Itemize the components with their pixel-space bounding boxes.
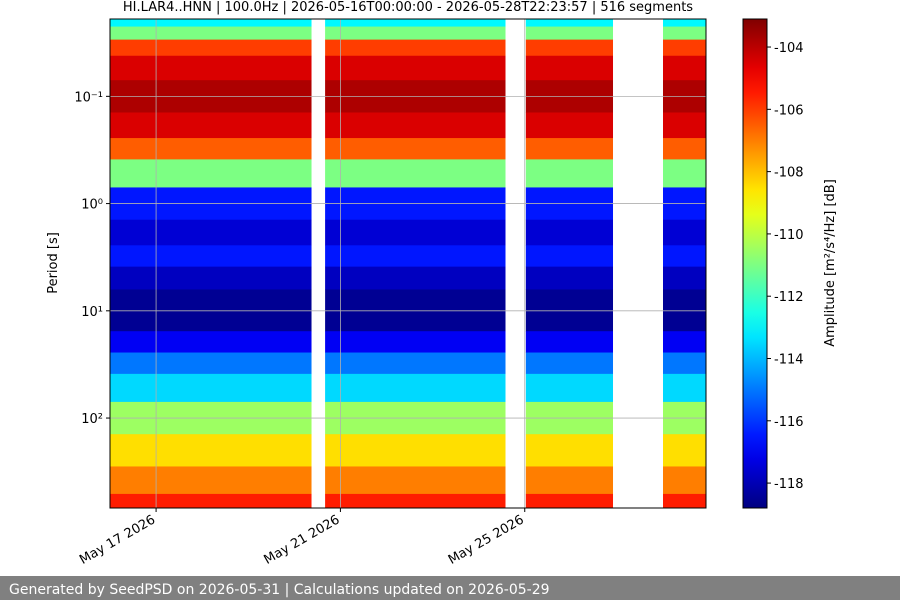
spectrogram-cell: [525, 309, 614, 332]
footer: Generated by SeedPSD on 2026-05-31 | Cal…: [9, 582, 550, 598]
spectrogram-cell: [525, 26, 614, 41]
chart-title: HI.LAR4..HNN | 100.0Hz | 2026-05-16T00:0…: [123, 0, 693, 15]
data-gap: [505, 19, 526, 508]
colorbar-tick-label: -116: [774, 415, 804, 430]
spectrogram-cell: [110, 266, 312, 290]
spectrogram-cell: [325, 159, 506, 188]
spectrogram-cell: [662, 493, 706, 509]
spectrogram-cell: [662, 245, 706, 268]
spectrogram-cell: [525, 219, 614, 246]
colorbar-tick-label: -112: [774, 290, 804, 305]
colorbar-tick-label: -104: [774, 41, 804, 56]
y-tick-label: 10⁰: [81, 198, 103, 213]
spectrogram-cell: [525, 55, 614, 81]
spectrogram-cell: [325, 466, 506, 495]
spectrogram-cell: [662, 352, 706, 375]
spectrogram-cell: [110, 26, 312, 41]
spectrogram-cell: [110, 19, 312, 28]
spectrogram-cell: [325, 112, 506, 139]
spectrogram-cell: [662, 434, 706, 467]
spectrogram-cell: [525, 39, 614, 57]
spectrogram-cell: [110, 352, 312, 375]
spectrogram-cell: [525, 466, 614, 495]
spectrogram-cell: [325, 434, 506, 467]
y-tick-label: 10⁻¹: [74, 90, 103, 105]
spectrogram-cell: [110, 373, 312, 403]
spectrogram-cell: [325, 55, 506, 81]
spectrogram-cell: [325, 493, 506, 509]
spectrogram-cell: [325, 26, 506, 41]
spectrogram-cell: [325, 19, 506, 28]
spectrogram-cell: [325, 289, 506, 311]
spectrogram-cell: [110, 434, 312, 467]
spectrogram-cell: [525, 112, 614, 139]
footer-bar: [0, 576, 900, 600]
spectrogram-cell: [325, 39, 506, 57]
spectrogram-cell: [325, 266, 506, 290]
spectrogram-cell: [325, 138, 506, 160]
spectrogram-cell: [525, 245, 614, 268]
colorbar-tick-label: -110: [774, 228, 804, 243]
spectrogram-cell: [662, 55, 706, 81]
spectrogram-cell: [525, 266, 614, 290]
colorbar-label: Amplitude [m²/s⁴/Hz] [dB]: [823, 179, 838, 347]
data-gap: [311, 19, 326, 508]
spectrogram-cell: [325, 352, 506, 375]
spectrogram-cell: [110, 245, 312, 268]
spectrogram-cell: [525, 434, 614, 467]
spectrogram-cell: [525, 352, 614, 375]
y-tick-label: 10²: [81, 412, 103, 427]
spectrogram-cell: [525, 138, 614, 160]
spectrogram-cell: [110, 138, 312, 160]
spectrogram-cell: [662, 309, 706, 332]
colorbar-tick-label: -106: [774, 103, 804, 118]
spectrogram-cell: [110, 55, 312, 81]
data-gap: [613, 19, 663, 508]
spectrogram-cell: [662, 289, 706, 311]
spectrogram-cell: [662, 331, 706, 354]
spectrogram-cell: [110, 493, 312, 509]
x-tick-label: May 17 2026: [77, 512, 158, 567]
colorbar: [742, 18, 768, 509]
spectrogram-cell: [325, 219, 506, 246]
spectrogram-cell: [662, 373, 706, 403]
colorbar-tick-label: -108: [774, 166, 804, 181]
y-tick-label: 10¹: [81, 305, 103, 320]
y-axis-label: Period [s]: [46, 232, 61, 294]
spectrogram-cell: [525, 289, 614, 311]
spectrogram-cell: [110, 112, 312, 139]
spectrogram-cell: [525, 493, 614, 509]
spectrogram-cell: [662, 266, 706, 290]
spectrogram-cell: [325, 373, 506, 403]
spectrogram-cell: [110, 466, 312, 495]
spectrogram-cell: [110, 219, 312, 246]
spectrogram-cell: [525, 373, 614, 403]
spectrogram-cell: [525, 331, 614, 354]
spectrogram-cell: [662, 159, 706, 188]
spectrogram-cell: [662, 26, 706, 41]
colorbar-tick-label: -118: [774, 477, 804, 492]
spectrogram-cell: [325, 245, 506, 268]
spectrogram-cell: [662, 466, 706, 495]
spectrogram-cell: [525, 159, 614, 188]
x-tick-label: May 25 2026: [446, 512, 527, 567]
spectrogram-cell: [525, 19, 614, 28]
x-tick-label: May 21 2026: [261, 512, 342, 567]
spectrogram-cell: [110, 39, 312, 57]
spectrogram-cell: [662, 19, 706, 28]
spectrogram-cell: [662, 138, 706, 160]
spectrogram-cell: [110, 309, 312, 332]
spectrogram-cell: [325, 309, 506, 332]
spectrogram-cell: [110, 159, 312, 188]
spectrogram-cell: [110, 331, 312, 354]
spectrogram-cell: [662, 112, 706, 139]
spectrogram-cell: [662, 39, 706, 57]
spectrogram-cell: [662, 219, 706, 246]
spectrogram-cell: [325, 331, 506, 354]
plot-frame: [109, 18, 707, 509]
spectrogram-cell: [110, 289, 312, 311]
colorbar-tick-label: -114: [774, 352, 804, 367]
